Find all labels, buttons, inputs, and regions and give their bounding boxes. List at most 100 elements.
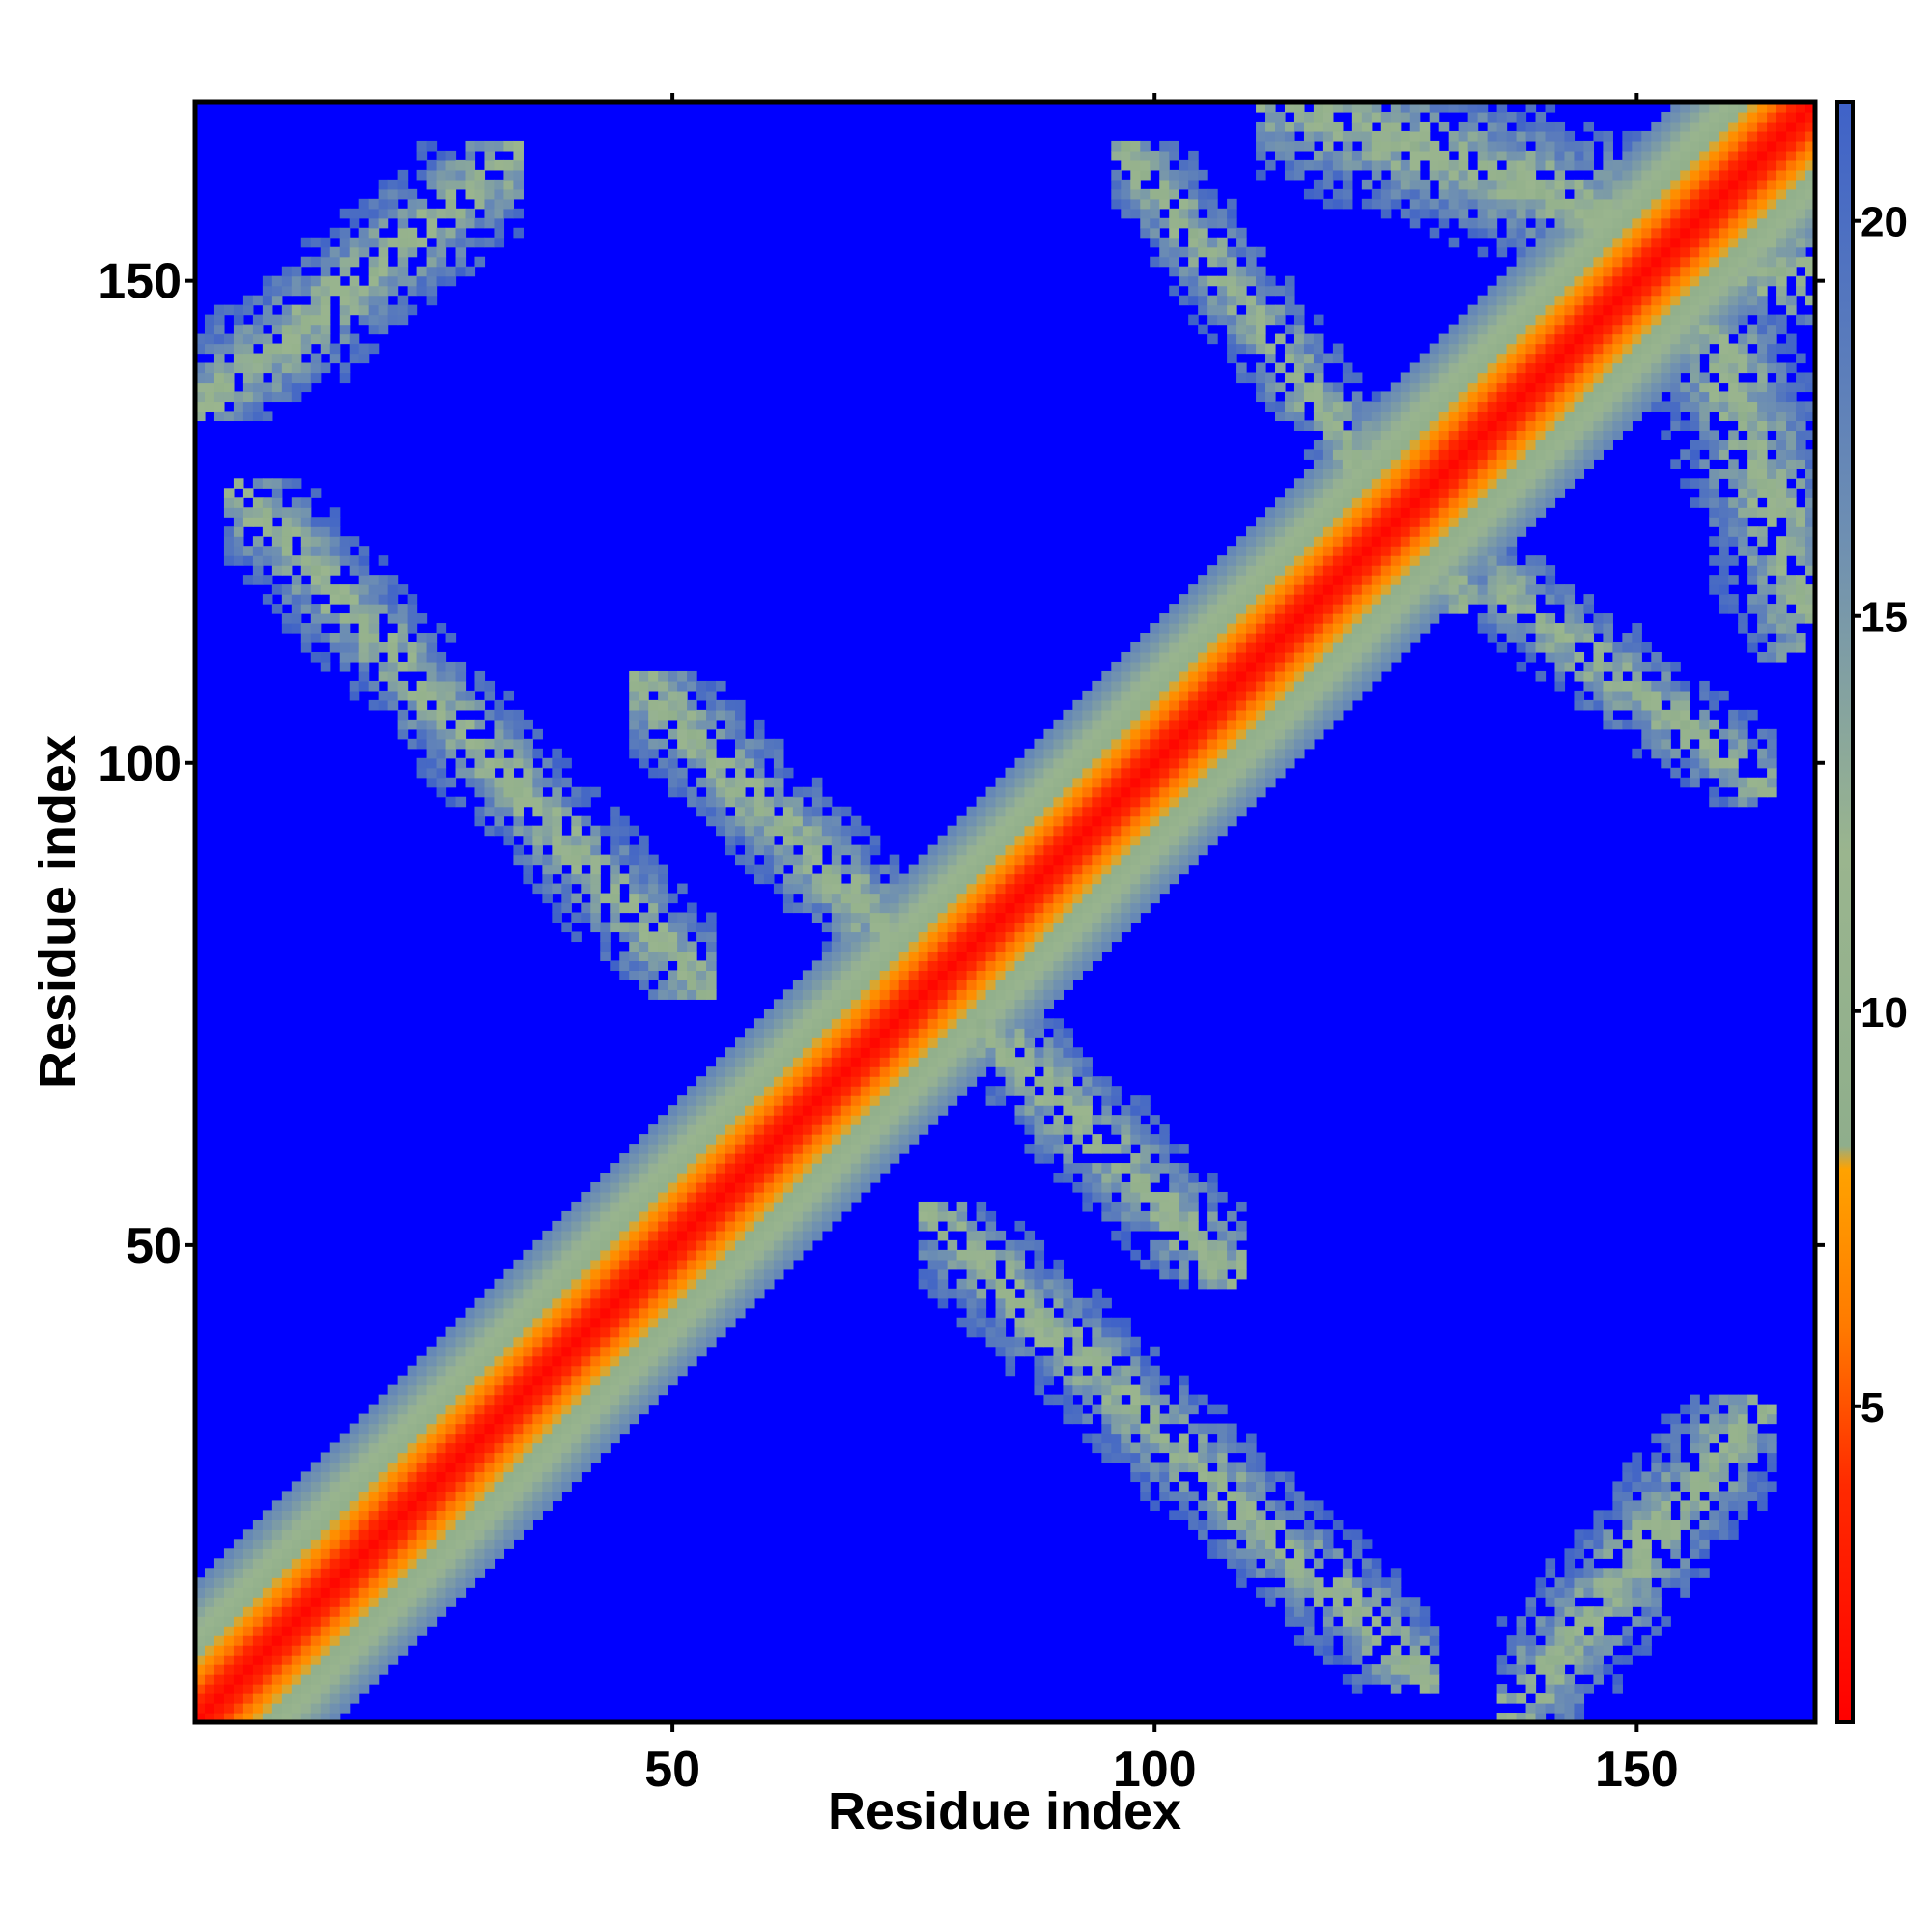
heatmap-cell (763, 1163, 775, 1174)
heatmap-cell (300, 324, 312, 335)
heatmap-cell (696, 1259, 707, 1270)
heatmap-cell (1150, 709, 1160, 721)
heatmap-cell (523, 1433, 533, 1444)
heatmap-cell (523, 1500, 533, 1511)
heatmap-cell (850, 1047, 862, 1058)
heatmap-cell (811, 1066, 823, 1077)
heatmap-cell (1043, 1018, 1055, 1029)
heatmap-cell (629, 699, 639, 711)
heatmap-cell (523, 825, 533, 837)
heatmap-cell (677, 1210, 688, 1222)
heatmap-cell (1150, 864, 1160, 875)
heatmap-cell (513, 1375, 524, 1386)
heatmap-cell (271, 555, 283, 566)
heatmap-cell (610, 883, 620, 895)
heatmap-cell (869, 999, 881, 1009)
heatmap-cell (1130, 1355, 1141, 1367)
heatmap-cell (349, 1568, 360, 1578)
heatmap-cell (503, 1365, 515, 1377)
heatmap-cell (811, 1095, 823, 1106)
heatmap-cell (436, 757, 447, 769)
heatmap-cell (677, 680, 688, 692)
heatmap-cell (1140, 1355, 1151, 1367)
heatmap-cell (1150, 815, 1160, 827)
heatmap-cell (213, 333, 225, 345)
heatmap-cell (639, 1249, 649, 1261)
heatmap-cell (1121, 680, 1131, 692)
heatmap-cell (821, 1173, 833, 1183)
heatmap-cell (416, 1577, 428, 1588)
heatmap-cell (725, 1307, 736, 1319)
heatmap-cell (291, 526, 302, 537)
heatmap-cell (956, 912, 968, 923)
heatmap-cell (300, 584, 312, 595)
heatmap-cell (271, 295, 283, 306)
heatmap-cell (725, 1163, 736, 1174)
heatmap-cell (523, 1520, 533, 1530)
heatmap-cell (629, 1375, 639, 1386)
heatmap-cell (455, 1568, 467, 1578)
heatmap-cell (1043, 922, 1055, 933)
heatmap-cell (782, 1201, 794, 1212)
heatmap-cell (1014, 1317, 1026, 1328)
heatmap-cell (1198, 709, 1208, 721)
heatmap-cell (725, 1210, 736, 1222)
heatmap-cell (233, 517, 244, 527)
heatmap-cell (378, 555, 389, 566)
heatmap-cell (1005, 777, 1016, 788)
heatmap-cell (735, 1278, 746, 1290)
heatmap-cell (484, 767, 496, 779)
heatmap-cell (1208, 198, 1218, 210)
heatmap-cell (1043, 738, 1055, 750)
heatmap-cell (956, 1259, 968, 1270)
heatmap-cell (320, 584, 331, 595)
heatmap-cell (792, 1086, 804, 1096)
heatmap-cell (195, 333, 206, 345)
heatmap-cell (195, 1664, 206, 1675)
heatmap-cell (1034, 1307, 1045, 1319)
heatmap-cell (368, 256, 380, 268)
heatmap-cell (831, 980, 842, 990)
heatmap-cell (947, 960, 958, 971)
heatmap-cell (1082, 719, 1093, 730)
heatmap-cell (1111, 796, 1122, 808)
heatmap-cell (947, 883, 958, 895)
heatmap-cell (1092, 748, 1102, 759)
heatmap-cell (1140, 728, 1151, 740)
heatmap-cell (329, 526, 341, 537)
heatmap-cell (860, 1009, 871, 1019)
heatmap-cell (619, 922, 630, 933)
heatmap-cell (1043, 844, 1055, 856)
heatmap-cell (792, 1095, 804, 1106)
heatmap-cell (725, 1124, 736, 1135)
heatmap-cell (494, 1500, 505, 1511)
heatmap-cell (436, 179, 447, 190)
heatmap-cell (850, 1037, 862, 1048)
heatmap-cell (782, 796, 794, 808)
heatmap-cell (1034, 748, 1045, 759)
heatmap-cell (503, 1442, 515, 1454)
heatmap-cell (966, 1278, 978, 1290)
heatmap-cell (590, 1365, 601, 1377)
heatmap-cell (1043, 960, 1055, 971)
heatmap-cell (619, 970, 630, 980)
heatmap-cell (503, 806, 515, 817)
heatmap-cell (329, 1529, 341, 1540)
heatmap-cell (658, 873, 668, 885)
heatmap-cell (629, 941, 639, 952)
heatmap-cell (1130, 1134, 1141, 1145)
heatmap-cell (358, 1539, 370, 1549)
heatmap-cell (811, 873, 823, 885)
heatmap-cell (204, 1674, 215, 1685)
heatmap-cell (879, 864, 891, 875)
heatmap-cell (668, 922, 678, 933)
heatmap-cell (629, 1317, 639, 1328)
heatmap-cell (889, 1153, 900, 1164)
heatmap-cell (271, 1626, 283, 1636)
heatmap-cell (1208, 728, 1218, 740)
heatmap-cell (590, 844, 601, 856)
heatmap-cell (571, 1336, 582, 1348)
heatmap-cell (966, 1230, 978, 1241)
heatmap-cell (387, 1394, 399, 1406)
heatmap-cell (242, 575, 254, 585)
